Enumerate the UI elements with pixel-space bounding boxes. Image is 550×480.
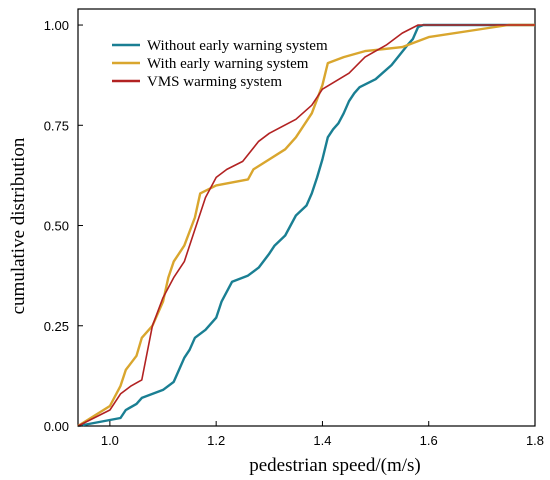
legend: Without early warning system With early w… [112, 38, 328, 90]
legend-label-2: With early warning system [147, 56, 309, 72]
y-tick-label: 0.00 [44, 419, 69, 434]
series-line-3 [77, 24, 535, 427]
x-tick-label: 1.0 [101, 433, 119, 448]
x-tick-label: 1.6 [420, 433, 438, 448]
legend-label-1: Without early warning system [147, 38, 328, 54]
y-tick-label: 0.25 [44, 319, 69, 334]
x-tick-label: 1.2 [207, 433, 225, 448]
y-tick-label: 1.00 [44, 18, 69, 33]
series-layer [77, 23, 535, 428]
y-tick-label: 0.75 [44, 118, 69, 133]
plot-frame [77, 8, 536, 427]
x-tick-label: 1.8 [526, 433, 544, 448]
x-axis-title: pedestrian speed/(m/s) [249, 455, 420, 476]
y-tick-label: 0.50 [44, 219, 69, 234]
series-line-1 [77, 23, 535, 428]
x-tick-label: 1.4 [313, 433, 331, 448]
tick-layer: 1.0 1.2 1.4 1.6 1.8 0.00 0.25 0.50 0.75 1.00 [44, 18, 544, 448]
y-axis-title: cumulative distribution [8, 137, 29, 314]
legend-label-3: VMS warming system [147, 74, 282, 90]
